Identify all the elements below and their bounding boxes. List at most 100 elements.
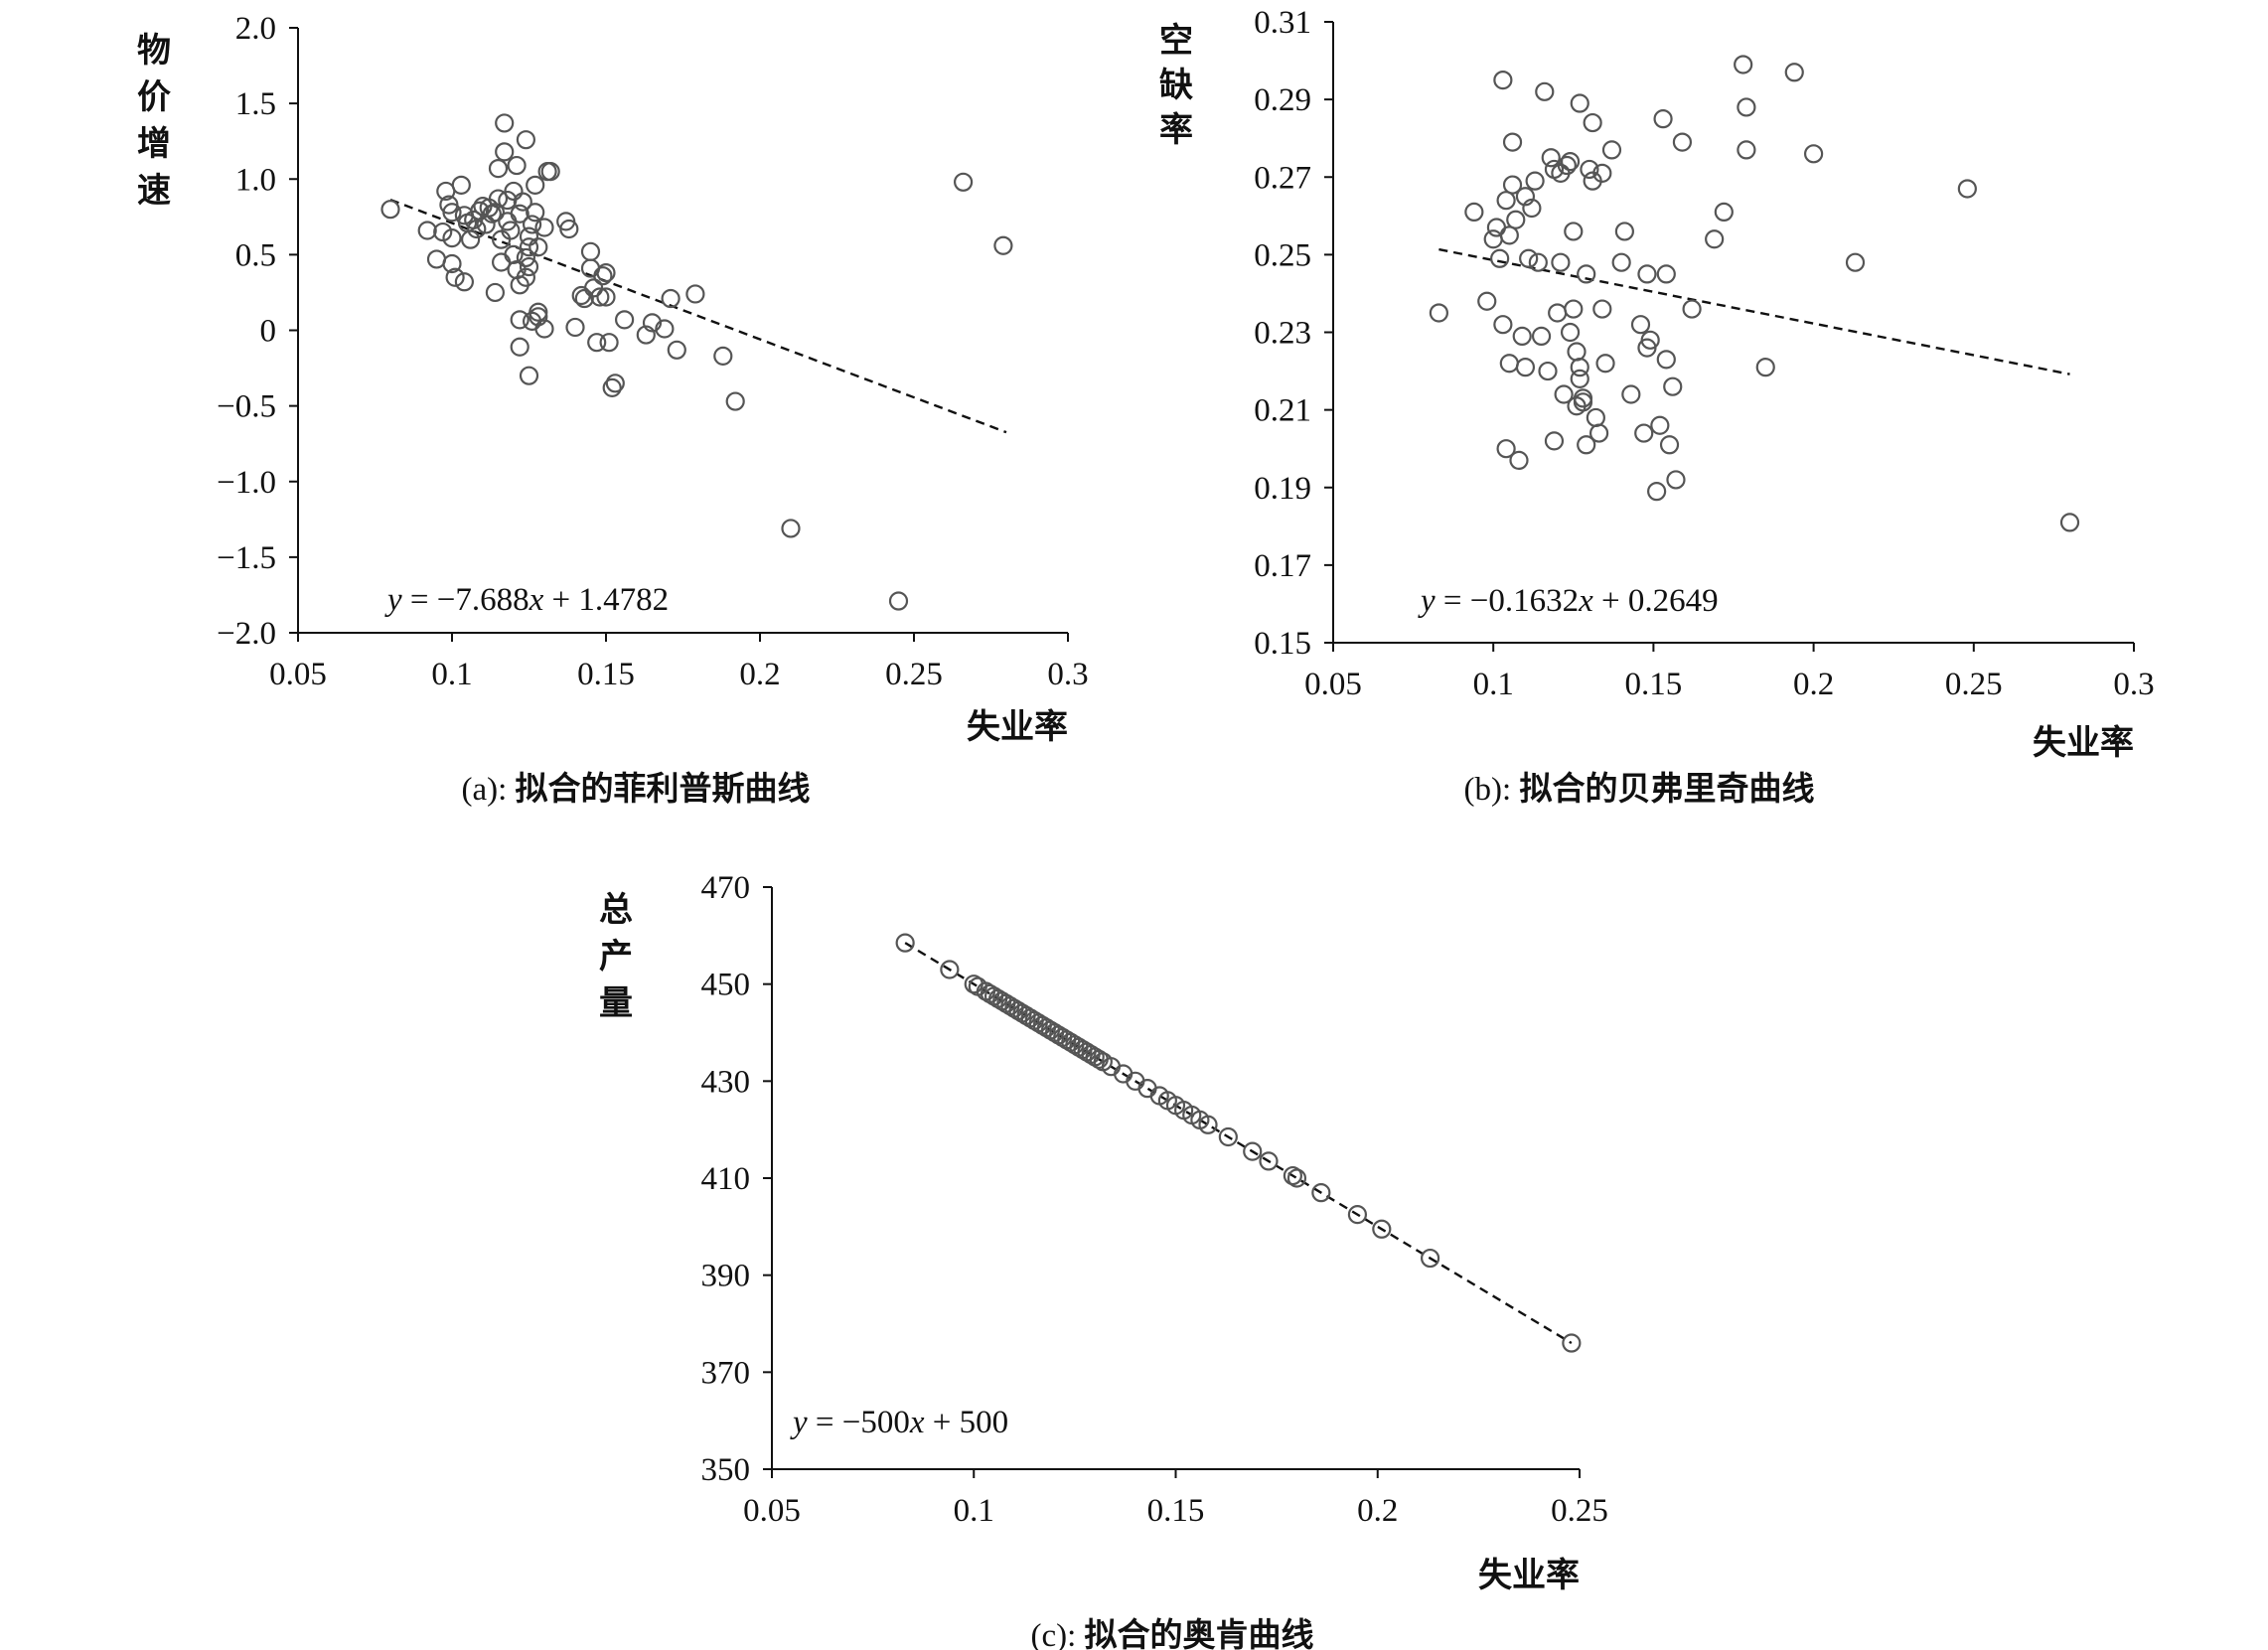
x-tick-label: 0.1 xyxy=(1473,667,1514,702)
chart-caption: (c): 拟合的奥肯曲线 xyxy=(1030,1615,1313,1650)
y-tick-label: 450 xyxy=(701,968,751,1003)
data-point xyxy=(522,215,542,234)
data-point xyxy=(454,272,474,292)
data-point xyxy=(1614,222,1634,241)
data-point xyxy=(504,244,524,264)
y-tick-label: 410 xyxy=(701,1161,751,1197)
data-point xyxy=(1535,81,1555,101)
data-point xyxy=(1372,1219,1392,1239)
data-point xyxy=(602,377,622,397)
y-axis-title-char: 产 xyxy=(599,937,633,976)
data-point xyxy=(1493,70,1513,90)
equation-part: = −0.1632 xyxy=(1436,583,1579,619)
y-tick-label: 0 xyxy=(260,314,277,350)
chart-b: 0.31 0.29 0.27 0.25 0.23 0.21 0.19 0.17 0.15 0.05… xyxy=(1159,5,2155,808)
data-point xyxy=(1528,252,1548,272)
data-point xyxy=(433,222,453,242)
equation-part: y xyxy=(1418,583,1436,619)
x-tick-label: 0.15 xyxy=(577,657,635,692)
data-point xyxy=(519,237,539,257)
data-point xyxy=(1464,202,1484,223)
trendline-equation: y = −0.1632x + 0.2649 xyxy=(1418,583,1719,619)
data-point xyxy=(485,282,505,303)
data-point xyxy=(516,130,536,150)
data-point xyxy=(516,267,536,287)
x-tick-label: 0.05 xyxy=(269,657,327,692)
data-point xyxy=(1803,144,1824,164)
data-point xyxy=(940,960,960,979)
data-point xyxy=(488,158,509,179)
y-tick-label: 370 xyxy=(701,1355,751,1391)
data-point xyxy=(1499,225,1519,245)
data-point xyxy=(2059,513,2080,532)
data-point xyxy=(1601,140,1622,160)
data-point xyxy=(1580,159,1599,180)
data-point xyxy=(1560,322,1581,343)
data-point xyxy=(1570,369,1589,388)
data-point xyxy=(1283,1165,1302,1186)
data-point xyxy=(1714,202,1734,223)
data-point xyxy=(599,333,619,353)
data-point xyxy=(1538,361,1558,381)
data-point xyxy=(1420,1248,1440,1269)
data-point xyxy=(417,221,437,240)
data-point xyxy=(725,391,745,411)
y-axis-title-char: 总 xyxy=(599,890,633,930)
data-point xyxy=(1506,210,1526,229)
y-tick-label: 390 xyxy=(701,1259,751,1294)
y-tick-label: 0.31 xyxy=(1254,5,1311,41)
data-point xyxy=(1656,264,1676,284)
data-point xyxy=(593,266,613,286)
data-point xyxy=(1218,1126,1238,1147)
y-tick-label: 1.0 xyxy=(235,162,276,198)
y-axis-title-char: 价 xyxy=(137,77,171,117)
x-tick-label: 0.3 xyxy=(1047,657,1088,692)
y-tick-label: 0.23 xyxy=(1254,316,1311,352)
data-point xyxy=(781,519,801,538)
caption-title: 拟合的菲利普斯曲线 xyxy=(516,769,811,808)
equation-part: y xyxy=(790,1405,808,1440)
data-point xyxy=(590,287,610,307)
y-tick-label: 1.5 xyxy=(235,86,276,122)
caption-prefix: (c): xyxy=(1030,1618,1084,1650)
data-point xyxy=(1570,358,1589,377)
data-point xyxy=(1515,358,1536,377)
data-point xyxy=(1595,354,1615,374)
data-point xyxy=(1548,303,1568,323)
data-point xyxy=(1198,1115,1218,1134)
data-point xyxy=(636,325,656,345)
y-axis-title: 总产量 xyxy=(599,890,633,1023)
data-point xyxy=(485,203,505,223)
data-point xyxy=(1496,439,1516,459)
data-point xyxy=(510,204,529,224)
y-tick-label: 0.17 xyxy=(1254,548,1311,584)
data-point xyxy=(888,591,909,611)
data-point xyxy=(953,172,974,192)
x-tick-label: 0.05 xyxy=(743,1493,801,1529)
data-point xyxy=(519,256,539,277)
data-point xyxy=(1592,299,1612,319)
data-point xyxy=(1560,152,1581,172)
data-point xyxy=(1682,299,1702,319)
data-point xyxy=(1592,163,1612,183)
trendline xyxy=(1438,247,2070,375)
data-point xyxy=(442,228,462,248)
data-point xyxy=(526,175,545,195)
data-point xyxy=(1653,109,1673,129)
data-point xyxy=(1784,63,1804,82)
data-point xyxy=(596,263,616,283)
x-tick-label: 0.15 xyxy=(1147,1493,1205,1529)
y-tick-label: 0.25 xyxy=(1254,237,1311,273)
y-axis-title-char: 速 xyxy=(137,171,171,211)
data-point xyxy=(661,288,680,309)
data-point xyxy=(461,229,481,249)
trendline xyxy=(904,942,1573,1345)
chart-caption: (b): 拟合的贝弗里奇曲线 xyxy=(1464,769,1815,808)
chart-c: 470 450 430 410 390 370 350 0.05 0.1 0.15 0.2 0.25 失… xyxy=(599,870,1608,1650)
data-point xyxy=(488,189,509,209)
data-point xyxy=(529,302,548,322)
trendline-equation: y = −500x + 500 xyxy=(790,1405,1008,1440)
y-tick-label: 0.15 xyxy=(1254,626,1311,662)
y-axis-title: 物价增速 xyxy=(137,31,171,211)
y-tick-label: 2.0 xyxy=(235,11,276,47)
